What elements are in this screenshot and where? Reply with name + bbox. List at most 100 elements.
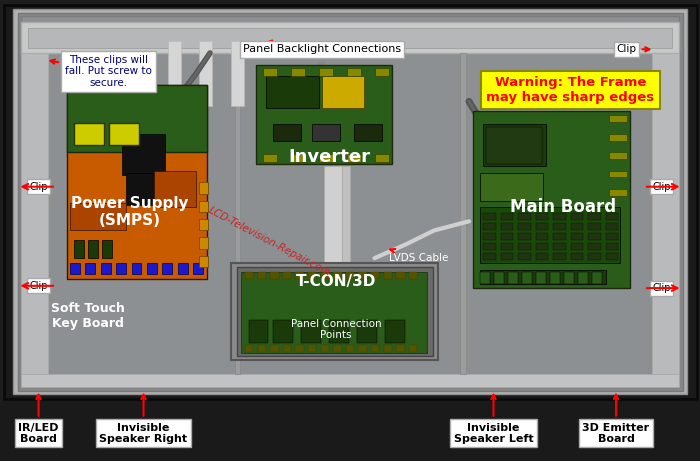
Bar <box>518 253 531 260</box>
Bar <box>0 0 700 401</box>
Bar <box>248 320 268 343</box>
Text: Clip: Clip <box>652 283 671 293</box>
Bar <box>652 53 679 374</box>
Bar <box>550 272 560 284</box>
Bar <box>231 263 438 360</box>
Bar <box>500 223 513 230</box>
Bar <box>346 345 354 352</box>
Bar <box>258 345 266 352</box>
Bar <box>322 76 364 108</box>
Bar <box>21 16 679 387</box>
Bar <box>483 223 496 230</box>
Bar <box>588 243 601 250</box>
Bar <box>553 253 566 260</box>
Bar <box>245 272 253 279</box>
Text: Clip: Clip <box>29 182 48 192</box>
Bar <box>162 263 172 274</box>
Bar <box>85 263 95 274</box>
Bar <box>126 173 154 205</box>
Text: Invisible
Speaker Right: Invisible Speaker Right <box>99 395 188 444</box>
Bar <box>384 345 392 352</box>
Bar <box>358 272 367 279</box>
Bar <box>283 272 291 279</box>
Bar <box>147 263 157 274</box>
Bar <box>536 213 548 220</box>
Text: IR/LED
Board: IR/LED Board <box>18 395 59 444</box>
Bar <box>460 53 466 374</box>
Bar <box>199 201 208 212</box>
Bar <box>132 263 141 274</box>
Bar <box>346 68 360 76</box>
Text: 3D Emitter
Board: 3D Emitter Board <box>582 395 650 444</box>
Bar <box>494 272 504 284</box>
Text: Soft Touch
Key Board: Soft Touch Key Board <box>50 302 125 330</box>
Bar <box>518 233 531 240</box>
Bar <box>483 233 496 240</box>
Bar <box>262 68 276 76</box>
Bar <box>536 253 548 260</box>
Bar <box>324 166 342 263</box>
Bar <box>342 166 350 263</box>
Bar <box>609 115 626 122</box>
Bar <box>570 243 583 250</box>
Text: Inverter: Inverter <box>288 148 370 166</box>
Bar <box>193 263 203 274</box>
Bar <box>109 123 139 145</box>
Bar <box>88 240 98 258</box>
Bar <box>536 233 548 240</box>
Bar <box>273 124 301 141</box>
Bar <box>70 263 80 274</box>
Text: Clip: Clip <box>29 281 48 291</box>
Bar <box>66 85 206 279</box>
Bar <box>385 320 405 343</box>
Bar <box>241 272 427 353</box>
Bar <box>553 233 566 240</box>
Bar <box>480 272 490 284</box>
Bar <box>522 272 532 284</box>
Bar <box>321 345 329 352</box>
Bar <box>295 272 304 279</box>
Bar <box>357 320 377 343</box>
Bar <box>199 219 208 230</box>
Bar <box>409 345 417 352</box>
Bar <box>308 345 316 352</box>
Bar <box>70 203 126 230</box>
Bar <box>480 173 542 201</box>
Bar <box>154 171 196 207</box>
Bar <box>609 134 626 141</box>
Bar <box>270 345 279 352</box>
Bar <box>102 240 112 258</box>
Bar <box>74 123 104 145</box>
Bar <box>295 345 304 352</box>
Bar <box>245 345 253 352</box>
Bar <box>273 320 293 343</box>
Bar <box>312 124 340 141</box>
Bar <box>396 345 405 352</box>
Bar <box>266 76 318 108</box>
Bar <box>374 154 388 162</box>
Bar <box>500 253 513 260</box>
Bar <box>609 189 626 196</box>
Bar <box>480 207 620 263</box>
Bar <box>21 22 679 53</box>
Bar <box>308 272 316 279</box>
Text: Warning: The Frame
may have sharp edges: Warning: The Frame may have sharp edges <box>486 76 654 104</box>
Bar <box>409 272 417 279</box>
Bar <box>536 223 548 230</box>
Bar <box>500 243 513 250</box>
Bar <box>199 182 208 194</box>
Bar <box>371 345 379 352</box>
Bar <box>588 233 601 240</box>
Bar <box>116 263 126 274</box>
Bar <box>13 9 687 394</box>
Bar <box>199 41 212 106</box>
Bar <box>333 345 342 352</box>
Bar <box>374 68 388 76</box>
Bar <box>234 53 240 374</box>
Text: Panel Connection
Points: Panel Connection Points <box>290 319 382 340</box>
Bar <box>592 272 602 284</box>
Bar <box>518 213 531 220</box>
Bar <box>609 171 626 177</box>
Text: T-CON/3D: T-CON/3D <box>296 274 376 289</box>
Bar <box>346 154 360 162</box>
